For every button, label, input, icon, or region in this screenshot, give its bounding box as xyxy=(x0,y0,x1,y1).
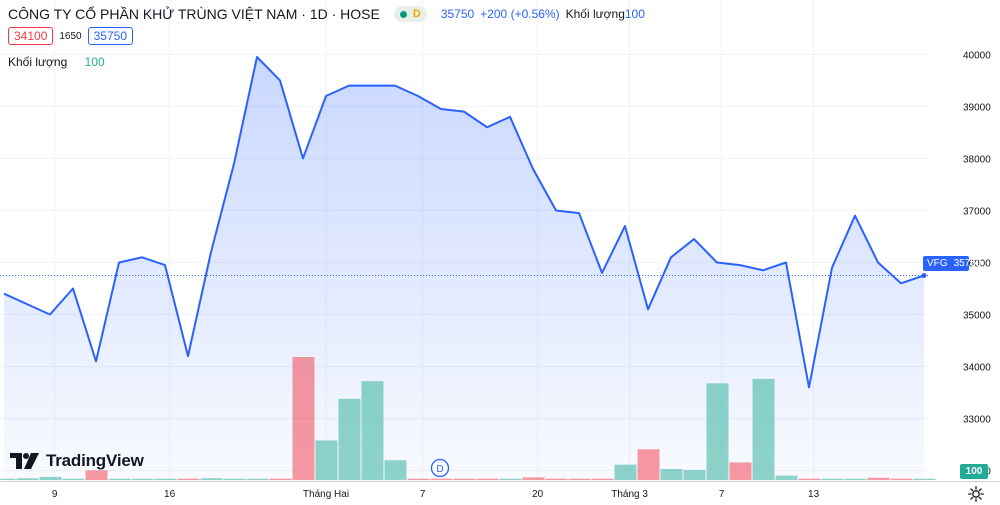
tradingview-logo[interactable]: TradingView xyxy=(10,451,144,471)
last-price-dot xyxy=(921,273,927,279)
spread-value: 1650 xyxy=(59,30,82,42)
volume-bar xyxy=(0,478,16,480)
header-price: 35750 xyxy=(440,7,475,21)
y-tick-label: 36000 xyxy=(963,259,991,270)
volume-bar xyxy=(85,470,108,480)
x-tick-label: Tháng 3 xyxy=(611,489,648,500)
volume-bar xyxy=(798,478,821,480)
y-tick-label: 38000 xyxy=(963,154,991,165)
volume-bar xyxy=(499,478,522,480)
volume-bar xyxy=(729,462,752,480)
volume-bar xyxy=(706,383,729,480)
price-area-fill xyxy=(4,57,924,481)
gear-icon[interactable] xyxy=(968,486,984,502)
volume-bar xyxy=(131,478,154,480)
volume-bar xyxy=(16,478,39,480)
y-tick-label: 39000 xyxy=(963,102,991,113)
y-tick-label: 35000 xyxy=(963,311,991,322)
header-volume-value: 100 xyxy=(624,7,645,21)
buy-button[interactable]: 35750 xyxy=(87,27,133,45)
volume-bar xyxy=(775,475,798,480)
tradingview-logo-text: TradingView xyxy=(46,451,144,470)
volume-bar xyxy=(821,478,844,480)
sell-button[interactable]: 34100 xyxy=(8,27,54,45)
data-badge: D xyxy=(412,8,421,20)
volume-bar xyxy=(752,378,775,480)
x-tick-label: 20 xyxy=(532,489,544,500)
event-marker[interactable]: D xyxy=(430,458,450,478)
volume-bar xyxy=(430,478,453,480)
volume-bar xyxy=(361,381,384,480)
volume-bar xyxy=(683,469,706,480)
volume-bar xyxy=(338,398,361,480)
tradingview-logo-icon xyxy=(10,453,39,469)
volume-bar xyxy=(246,478,269,480)
volume-bar xyxy=(867,477,890,480)
volume-bar xyxy=(476,478,499,480)
y-tick-label: 40000 xyxy=(963,50,991,61)
x-tick-label: 7 xyxy=(420,489,426,500)
event-marker-label: D xyxy=(436,464,443,475)
volume-bar xyxy=(637,449,660,480)
volume-bar xyxy=(292,357,315,480)
volume-bar xyxy=(844,478,867,480)
y-tick-label: 37000 xyxy=(963,206,991,217)
last-price-tag: VFG 35750 xyxy=(923,256,981,271)
price-line xyxy=(0,56,930,389)
header-change: +200 (+0.56%) xyxy=(480,7,560,21)
x-tick-label: Tháng Hai xyxy=(303,489,349,500)
volume-bar xyxy=(568,478,591,480)
x-axis: 9 16 Tháng Hai 7 20 Tháng 3 7 13 xyxy=(52,489,820,500)
x-tick-label: 13 xyxy=(808,489,820,500)
volume-bars xyxy=(0,357,936,480)
y-tick-label: 33000 xyxy=(963,415,991,426)
symbol-title[interactable]: CÔNG TY CỔ PHẦN KHỬ TRÙNG VIỆT NAM · 1D … xyxy=(8,6,380,22)
volume-indicator-value: 100 xyxy=(84,55,105,69)
volume-bar xyxy=(39,476,62,480)
volume-bar xyxy=(407,478,430,480)
volume-bar xyxy=(315,440,338,480)
volume-bar xyxy=(591,478,614,480)
last-price-symbol: VFG xyxy=(927,258,948,269)
last-price-value: 35750 xyxy=(953,258,982,269)
volume-bar xyxy=(200,478,223,480)
volume-bar xyxy=(223,478,246,480)
volume-bar xyxy=(522,477,545,480)
x-tick-label: 7 xyxy=(719,489,725,500)
volume-bar xyxy=(384,460,407,480)
price-series-line xyxy=(3,56,925,389)
x-tick-label: 16 xyxy=(164,489,176,500)
volume-bar xyxy=(154,478,177,480)
market-open-dot-icon xyxy=(399,10,407,18)
quote-row: 34100 1650 35750 xyxy=(8,27,133,45)
volume-bar xyxy=(269,478,292,480)
y-tick-label: 34000 xyxy=(963,363,991,374)
volume-indicator-legend[interactable]: Khối lượng 100 xyxy=(8,55,105,69)
volume-bar xyxy=(614,464,637,480)
volume-bar xyxy=(890,478,913,480)
volume-bar xyxy=(545,478,568,480)
volume-bar xyxy=(62,478,85,480)
x-tick-label: 9 xyxy=(52,489,58,500)
volume-bar xyxy=(660,469,683,480)
volume-bar xyxy=(108,478,131,480)
header-volume-label: Khối lượng xyxy=(565,7,625,21)
volume-bar xyxy=(913,478,936,480)
volume-bar xyxy=(177,478,200,480)
volume-bar xyxy=(453,478,476,480)
volume-tag: 100 xyxy=(960,464,988,479)
market-status[interactable]: D xyxy=(393,6,427,22)
volume-indicator-label: Khối lượng xyxy=(8,55,68,69)
chart-header: CÔNG TY CỔ PHẦN KHỬ TRÙNG VIỆT NAM · 1D … xyxy=(8,4,645,24)
price-area xyxy=(4,57,924,481)
